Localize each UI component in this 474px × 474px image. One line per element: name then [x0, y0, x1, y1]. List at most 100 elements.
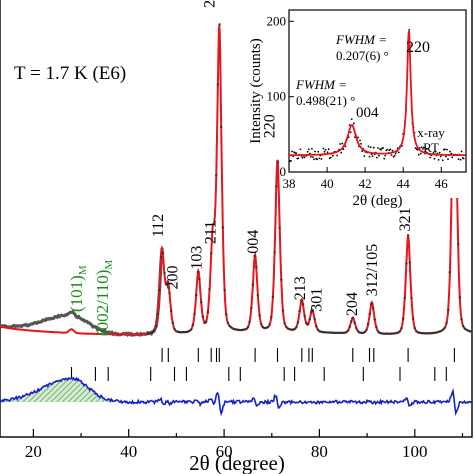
inset-point — [326, 151, 329, 154]
inset-point — [339, 143, 342, 145]
observed-point — [457, 243, 460, 246]
magnetic-labels: (101)M (002/110)M — [67, 260, 115, 336]
inset-x-tick-label: 38 — [283, 176, 296, 191]
peak-label: 112 — [150, 214, 167, 237]
observed-point — [398, 330, 401, 333]
peak-label: 301 — [308, 288, 325, 312]
observed-point — [333, 331, 336, 335]
inset-point — [377, 147, 379, 149]
inset-point — [457, 158, 460, 161]
observed-point — [411, 317, 415, 320]
inset-point — [378, 154, 380, 157]
observed-point — [159, 256, 163, 259]
inset-x-tick-label: 40 — [321, 176, 334, 191]
observed-point — [246, 326, 250, 329]
inset-background — [284, 2, 471, 198]
inset-point — [297, 157, 300, 160]
observed-point — [285, 325, 288, 328]
observed-point — [410, 296, 413, 300]
observed-point — [151, 330, 154, 334]
inset-y-tick-label: 200 — [267, 13, 287, 28]
observed-point — [341, 331, 345, 334]
observed-point — [276, 161, 280, 164]
observed-point — [316, 328, 320, 331]
inset-point — [390, 154, 393, 157]
observed-point — [251, 283, 255, 286]
inset-frame — [288, 9, 467, 173]
inset-point — [446, 148, 448, 151]
inset-point — [459, 158, 462, 161]
observed-point — [153, 329, 156, 332]
inset-point — [314, 150, 316, 153]
observed-point — [271, 295, 275, 298]
inset-y-axis-label: Intensity (counts) — [248, 38, 264, 143]
inset-point — [322, 147, 325, 150]
inset-point — [394, 152, 397, 155]
observed-point — [165, 283, 168, 286]
inset-point — [317, 150, 320, 153]
inset-point — [372, 146, 375, 149]
observed-point — [423, 332, 426, 335]
observed-point — [408, 261, 411, 264]
x-tick-label: 100 — [402, 442, 428, 461]
inset-point — [445, 155, 447, 158]
inset-point — [438, 151, 441, 154]
inset-point — [323, 150, 326, 153]
observed-point — [268, 323, 271, 326]
inset-point — [427, 148, 429, 150]
observed-point — [375, 326, 378, 329]
inset-point — [433, 157, 436, 160]
inset-point — [460, 150, 463, 153]
observed-points — [146, 23, 473, 335]
fwhm-value-004: 0.498(21) ° — [296, 93, 355, 108]
peak-label: 321 — [397, 207, 414, 231]
peak-label: 220 — [262, 114, 279, 138]
observed-point — [191, 323, 195, 327]
inset-temperature-label: RT — [423, 140, 439, 155]
observed-point — [315, 325, 318, 328]
observed-point — [221, 226, 225, 229]
observed-point — [445, 321, 448, 325]
observed-point — [281, 309, 285, 312]
inset-point — [320, 158, 323, 160]
inset-point — [382, 147, 384, 149]
observed-point — [470, 330, 473, 333]
peak-label: 004 — [245, 230, 262, 254]
observed-point — [225, 313, 228, 316]
inset-point — [299, 148, 302, 151]
x-tick-label: 20 — [25, 442, 42, 461]
observed-point — [447, 308, 450, 312]
inset-point — [437, 159, 440, 161]
inset-point — [408, 29, 411, 31]
inset-source-label: x-ray — [417, 125, 445, 140]
inset-point — [375, 156, 378, 159]
inset-point — [310, 156, 312, 158]
inset-y-tick-label: 100 — [267, 89, 287, 104]
inset-point — [447, 158, 449, 161]
inset-point — [444, 148, 446, 151]
inset-x-tick-label: 46 — [435, 176, 449, 191]
observed-point — [255, 265, 258, 269]
inset-fit-curve — [289, 30, 466, 157]
inset-point — [301, 156, 304, 159]
observed-point — [250, 306, 253, 310]
observed-point — [328, 331, 331, 334]
observed-point — [345, 330, 348, 334]
observed-point — [360, 331, 363, 335]
observed-point — [275, 185, 278, 188]
inset-point — [384, 154, 387, 157]
inset-point — [393, 154, 396, 157]
inset-point — [391, 149, 394, 152]
main-plot-frame — [0, 0, 473, 438]
inset-point — [429, 156, 432, 159]
inset-point — [369, 146, 372, 149]
observed-point — [366, 322, 370, 326]
observed-point — [215, 174, 218, 177]
inset-point — [419, 152, 422, 155]
observed-point — [210, 252, 213, 255]
observed-point — [370, 302, 373, 306]
inset-point — [462, 157, 465, 160]
inset-point — [360, 142, 362, 145]
observed-point — [190, 328, 193, 331]
inset-point — [425, 148, 427, 151]
